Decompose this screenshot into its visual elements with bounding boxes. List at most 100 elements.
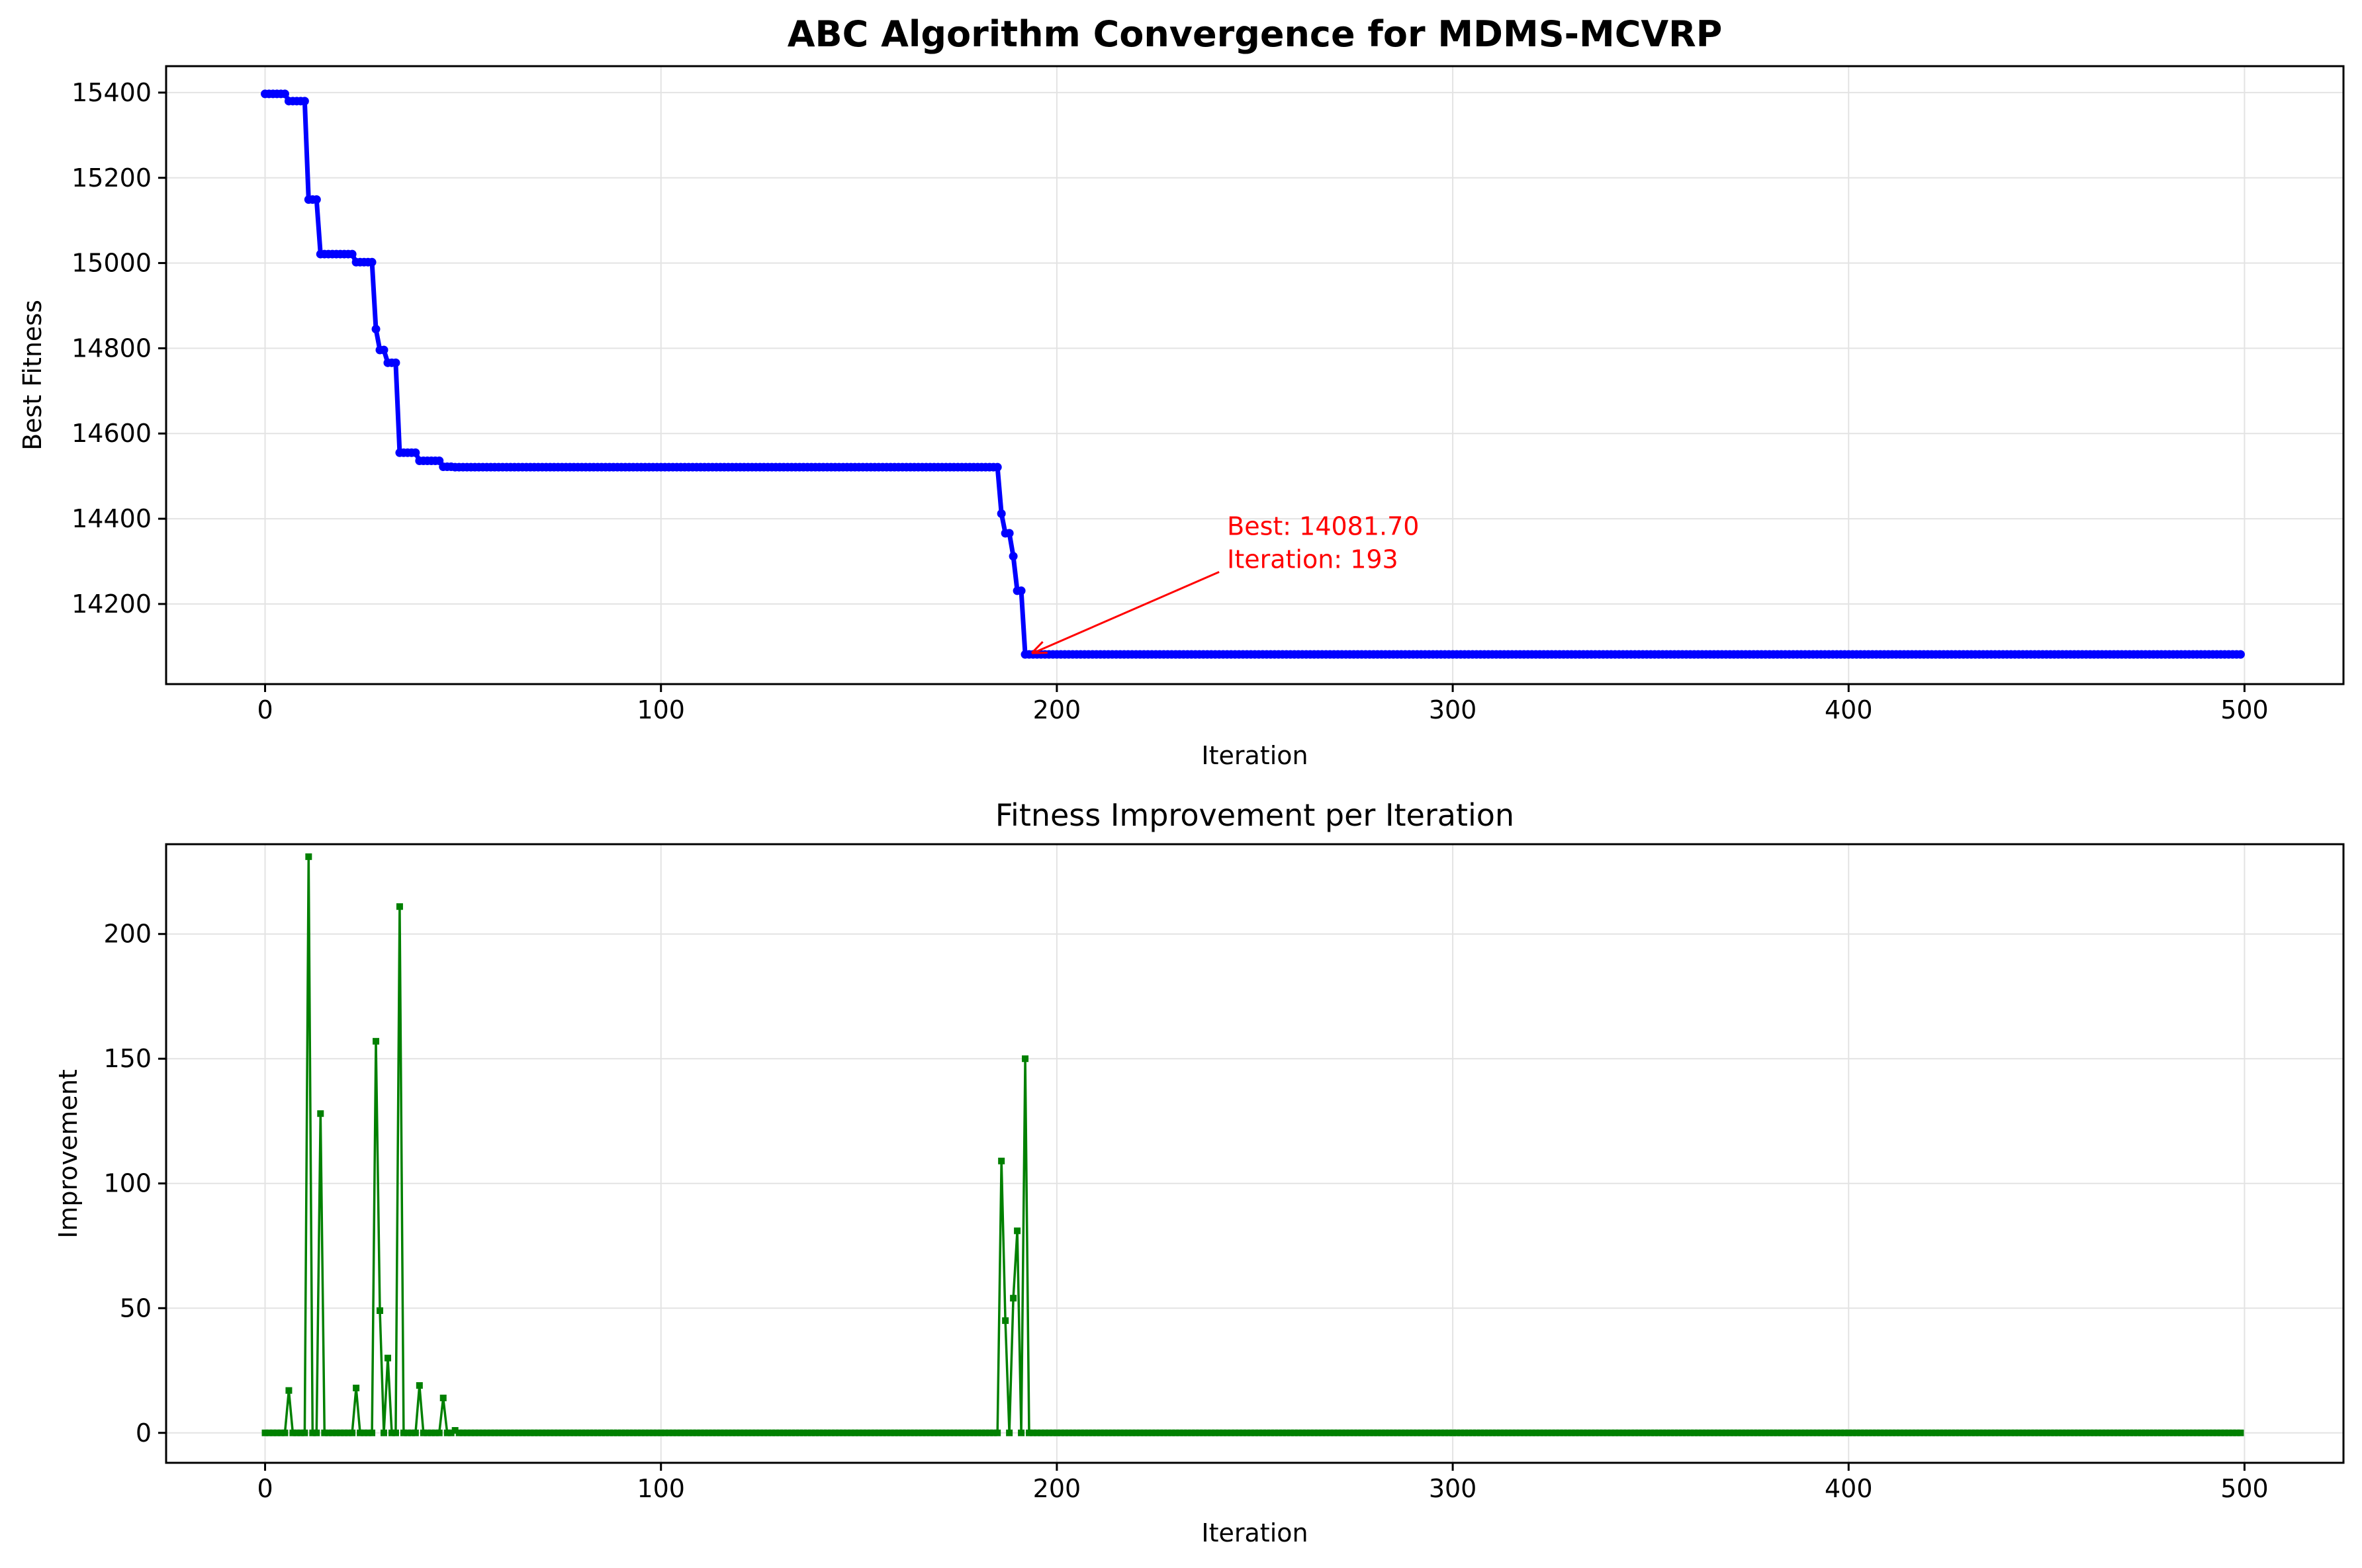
improvement-point	[1208, 1429, 1215, 1436]
improvement-point	[1212, 1429, 1219, 1436]
improvement-point	[1473, 1429, 1480, 1436]
improvement-point	[701, 1429, 708, 1436]
improvement-point	[1330, 1429, 1338, 1436]
improvement-point	[2193, 1429, 2201, 1436]
improvement-point	[879, 1429, 886, 1436]
improvement-point	[1608, 1429, 1615, 1436]
fitness-point	[2236, 650, 2245, 659]
improvement-point	[891, 1429, 898, 1436]
improvement-point	[697, 1429, 704, 1436]
improvement-point	[621, 1429, 629, 1436]
improvement-point	[887, 1429, 894, 1436]
improvement-point	[974, 1429, 981, 1436]
improvement-point	[1370, 1429, 1377, 1436]
improvement-point	[2099, 1429, 2106, 1436]
improvement-point	[1619, 1429, 1627, 1436]
improvement-point	[978, 1429, 985, 1436]
improvement-point	[1418, 1429, 1425, 1436]
improvement-point	[2150, 1429, 2157, 1436]
improvement-point	[1069, 1429, 1076, 1436]
improvement-point	[1362, 1429, 1369, 1436]
improvement-point	[325, 1429, 332, 1436]
improvement-point	[839, 1429, 846, 1436]
improvement-point	[1449, 1429, 1457, 1436]
improvement-point	[1809, 1429, 1817, 1436]
improvement-point	[543, 1429, 550, 1436]
fitness-point	[371, 324, 381, 333]
improvement-point	[475, 1429, 482, 1436]
x-tick-label: 200	[1033, 695, 1081, 724]
improvement-point	[2063, 1429, 2070, 1436]
improvement-point	[1465, 1429, 1473, 1436]
improvement-point	[2019, 1429, 2026, 1436]
improvement-point	[1979, 1429, 1987, 1436]
improvement-point	[1612, 1429, 1619, 1436]
improvement-point	[923, 1429, 930, 1436]
improvement-point	[443, 1429, 451, 1436]
improvement-point	[1437, 1429, 1445, 1436]
improvement-point	[412, 1429, 419, 1436]
fitness-point	[391, 358, 400, 367]
improvement-point	[617, 1429, 625, 1436]
improvement-point	[499, 1429, 506, 1436]
improvement-point	[2213, 1429, 2220, 1436]
improvement-point	[345, 1429, 352, 1436]
improvement-point	[1889, 1429, 1896, 1436]
improvement-point	[535, 1429, 542, 1436]
improvement-point	[1010, 1295, 1017, 1302]
improvement-point	[966, 1429, 974, 1436]
improvement-point	[424, 1429, 431, 1436]
improvement-point	[713, 1429, 720, 1436]
improvement-point	[970, 1429, 977, 1436]
improvement-point	[895, 1429, 902, 1436]
fitness-point	[1005, 529, 1014, 538]
improvement-point	[1045, 1429, 1052, 1436]
improvement-point	[1228, 1429, 1235, 1436]
improvement-point	[1770, 1429, 1777, 1436]
improvement-point	[1287, 1429, 1294, 1436]
improvement-point	[610, 1429, 617, 1436]
improvement-point	[333, 1429, 340, 1436]
improvement-point	[1817, 1429, 1825, 1436]
improvement-point	[867, 1429, 874, 1436]
annotation-text-line: Iteration: 193	[1227, 544, 1398, 574]
x-tick-label: 500	[2220, 1474, 2269, 1503]
improvement-point	[2035, 1429, 2042, 1436]
improvement-point	[2197, 1429, 2204, 1436]
improvement-point	[329, 1429, 336, 1436]
improvement-point	[958, 1429, 966, 1436]
improvement-point	[1845, 1429, 1852, 1436]
improvement-point	[1105, 1429, 1112, 1436]
improvement-point	[1675, 1429, 1682, 1436]
improvement-point	[1734, 1429, 1741, 1436]
improvement-point	[1520, 1429, 1527, 1436]
fitness-point	[280, 89, 289, 99]
y-tick-label: 15400	[71, 78, 152, 107]
improvement-point	[1853, 1429, 1860, 1436]
improvement-point	[709, 1429, 716, 1436]
improvement-point	[689, 1429, 696, 1436]
improvement-point	[1837, 1429, 1844, 1436]
improvement-point	[637, 1429, 645, 1436]
improvement-point	[2161, 1429, 2169, 1436]
improvement-point	[515, 1429, 522, 1436]
improvement-point	[1077, 1429, 1084, 1436]
improvement-line	[265, 855, 2241, 1434]
improvement-point	[578, 1429, 586, 1436]
improvement-point	[752, 1429, 760, 1436]
improvement-point	[1738, 1429, 1745, 1436]
improvement-point	[1706, 1429, 1713, 1436]
improvement-point	[2023, 1429, 2030, 1436]
improvement-point	[1140, 1429, 1148, 1436]
improvement-point	[1833, 1429, 1840, 1436]
improvement-point	[871, 1429, 878, 1436]
improvement-point	[2007, 1429, 2015, 1436]
improvement-point	[665, 1429, 672, 1436]
improvement-point	[1291, 1429, 1298, 1436]
improvement-point	[721, 1429, 728, 1436]
improvement-point	[1176, 1429, 1183, 1436]
improvement-point	[606, 1429, 613, 1436]
improvement-point	[377, 1307, 384, 1315]
improvement-point	[1136, 1429, 1144, 1436]
improvement-point	[523, 1429, 530, 1436]
